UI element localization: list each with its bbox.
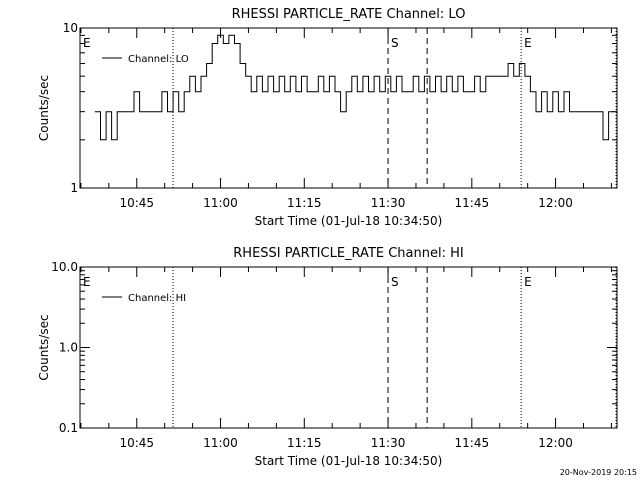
plot-frame [79,27,618,189]
y-tick-label: 10.0 [51,260,78,274]
x-tick-label: 11:30 [371,436,406,450]
y-tick-label: 1.0 [59,341,78,355]
legend-entry: Channel: LO [128,54,189,65]
x-tick-label: 10:45 [119,436,154,450]
footer-timestamp: 20-Nov-2019 20:15 [560,468,637,477]
plot-frame [79,266,618,429]
event-marker-label: E [524,275,532,289]
x-tick-label: 12:00 [538,196,573,210]
y-tick-label: 0.1 [59,421,78,435]
x-tick-label: 11:45 [455,436,490,450]
x-tick-label: 11:45 [455,196,490,210]
y-axis-label: Counts/sec [37,314,51,380]
event-marker-label: E [524,36,532,50]
y-tick-label: 10 [63,21,78,35]
chart-lo: RHESSI PARTICLE_RATE Channel: LO 1 10 Count… [37,7,618,228]
x-tick-label: 11:15 [287,436,322,450]
event-marker-label: S [391,275,399,289]
chart-title: RHESSI PARTICLE_RATE Channel: HI [233,246,463,261]
x-axis-label: Start Time (01-Jul-18 10:34:50) [255,214,443,228]
y-axis-label: Counts/sec [37,75,51,141]
x-tick-label: 11:00 [203,196,238,210]
legend-entry: Channel: HI [128,293,186,304]
x-axis-label: Start Time (01-Jul-18 10:34:50) [255,454,443,468]
x-tick-label: 10:45 [119,196,154,210]
chart-title: RHESSI PARTICLE_RATE Channel: LO [232,7,466,22]
chart-hi: RHESSI PARTICLE_RATE Channel: HI 0.1 1.0 10… [37,246,618,468]
event-marker-label: S [391,36,399,50]
x-tick-label: 11:15 [287,196,322,210]
event-marker-label: E [83,275,91,289]
x-tick-label: 11:30 [371,196,406,210]
x-tick-label: 11:00 [203,436,238,450]
series-line [94,34,615,141]
x-tick-label: 12:00 [538,436,573,450]
event-marker-label: E [83,36,91,50]
y-tick-label: 1 [70,181,78,195]
